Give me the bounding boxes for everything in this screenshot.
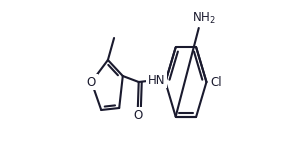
Text: NH$_2$: NH$_2$: [192, 10, 216, 26]
Text: O: O: [87, 75, 96, 89]
Text: Cl: Cl: [211, 75, 222, 89]
Text: HN: HN: [147, 73, 165, 87]
Text: O: O: [133, 109, 142, 122]
